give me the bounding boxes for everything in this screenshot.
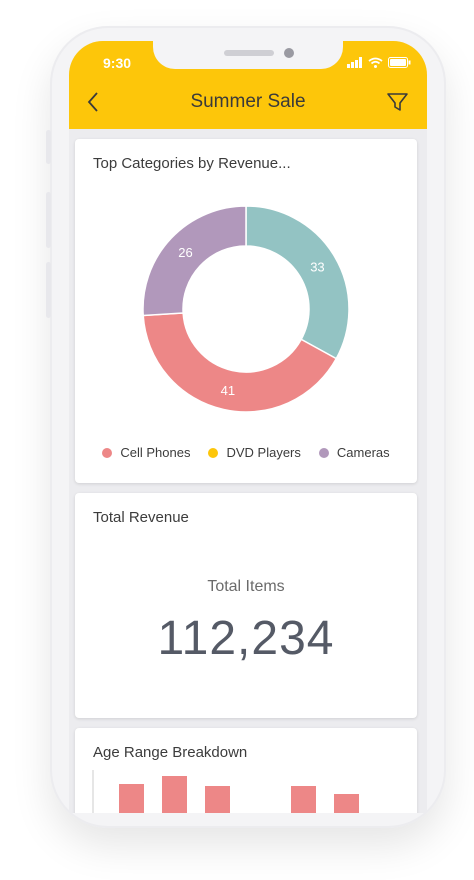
chart-legend: Cell Phones DVD Players Cameras [75, 445, 417, 460]
legend-item-dvd-players[interactable]: DVD Players [208, 445, 301, 460]
phone-camera [284, 48, 294, 58]
donut-data-label: 26 [178, 245, 192, 260]
phone-speaker [224, 50, 274, 56]
legend-item-cameras[interactable]: Cameras [318, 445, 390, 460]
wifi-icon [368, 57, 383, 68]
legend-item-cell-phones[interactable]: Cell Phones [102, 445, 190, 460]
page-title: Summer Sale [190, 91, 306, 112]
legend-label: Cameras [336, 445, 390, 460]
donut-slice[interactable] [142, 312, 338, 413]
status-time: 9:30 [103, 55, 132, 71]
revenue-card[interactable]: Top Categories by Revenue... 33 41 26 Cell… [75, 139, 417, 483]
revenue-card-title: Top Categories by Revenue... [93, 155, 291, 172]
kpi-label: Total Items [207, 578, 285, 595]
legend-label: Cell Phones [120, 445, 191, 460]
filter-icon [387, 93, 408, 111]
revenue-donut-chart: 33 41 26 [142, 205, 350, 413]
age-range-bar[interactable] [119, 784, 144, 813]
kpi-value: 112,234 [157, 612, 335, 665]
status-icons [347, 55, 411, 69]
age-range-card[interactable]: Age Range Breakdown [75, 728, 417, 813]
total-revenue-card[interactable]: Total Revenue Total Items 112,234 [75, 493, 417, 718]
legend-dot [318, 447, 329, 458]
donut-data-label: 41 [221, 383, 235, 398]
total-revenue-title: Total Revenue [93, 509, 189, 526]
phone-notch [153, 41, 343, 69]
legend-label: DVD Players [226, 445, 301, 460]
age-range-bar[interactable] [162, 776, 187, 813]
donut-slice[interactable] [142, 205, 247, 317]
age-range-bar-chart [92, 770, 359, 813]
filter-button[interactable] [385, 89, 411, 115]
age-range-bar[interactable] [334, 794, 359, 813]
phone-volume-down [46, 262, 51, 318]
battery-icon [388, 56, 411, 68]
signal-icon [347, 56, 362, 68]
back-button[interactable] [81, 89, 107, 115]
donut-slice[interactable] [245, 205, 350, 360]
legend-dot [102, 447, 113, 458]
chevron-left-icon [87, 92, 98, 112]
app-screen: 9:30 Summer Sale [69, 41, 427, 813]
legend-dot [208, 447, 219, 458]
age-range-bar[interactable] [291, 786, 316, 813]
age-range-bar[interactable] [205, 786, 230, 813]
phone-mute-switch [46, 130, 51, 164]
donut-data-label: 33 [310, 260, 324, 275]
phone-volume-up [46, 192, 51, 248]
age-range-title: Age Range Breakdown [93, 744, 248, 761]
app-header: 9:30 Summer Sale [69, 41, 427, 129]
